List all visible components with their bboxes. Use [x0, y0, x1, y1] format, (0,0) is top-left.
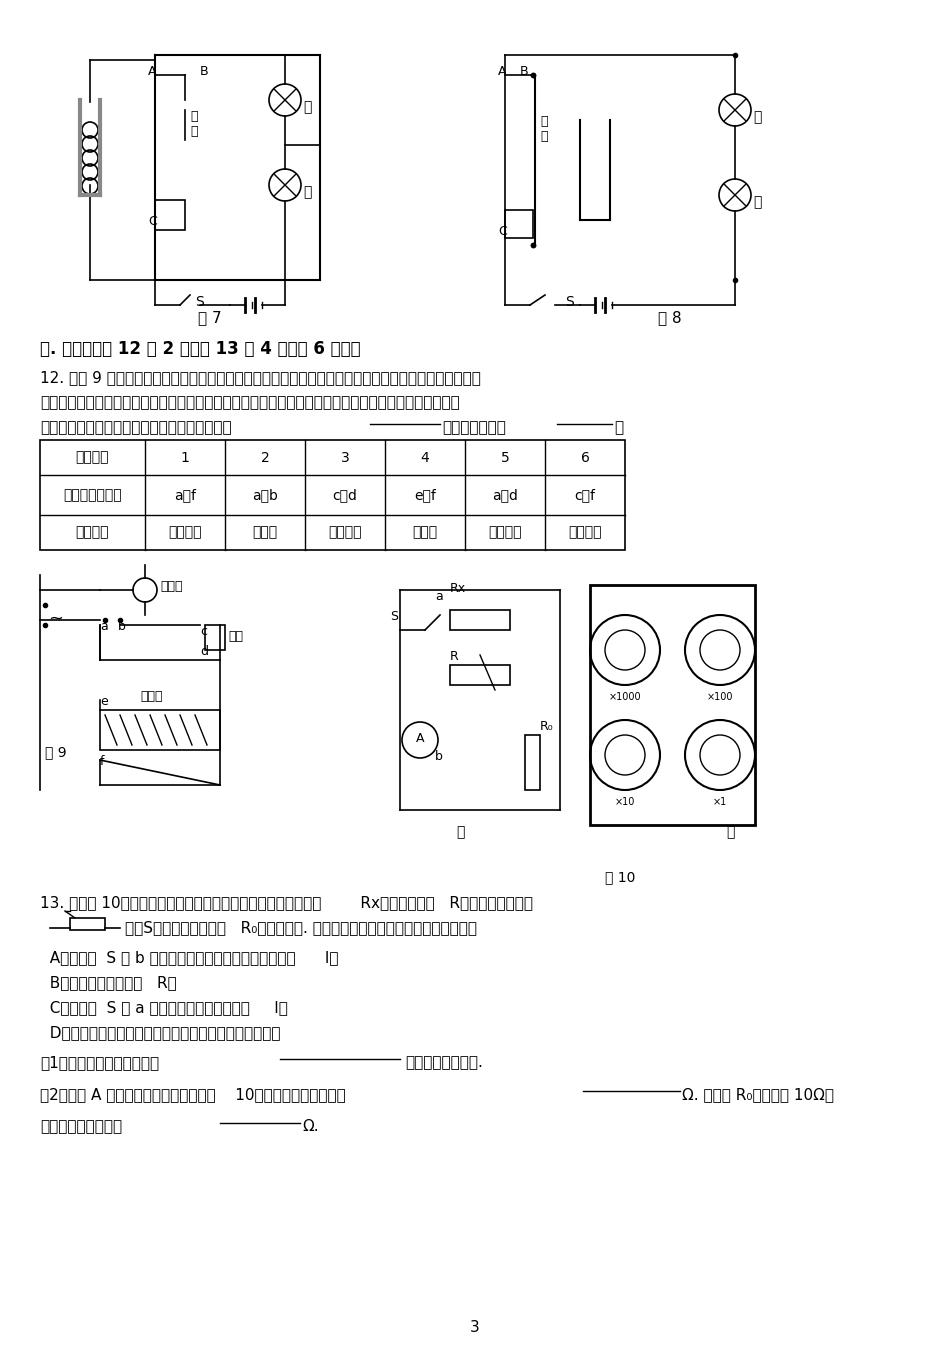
- Text: 亮度较暗: 亮度较暗: [329, 525, 362, 540]
- Text: 开关: 开关: [228, 630, 243, 643]
- Text: ~: ~: [48, 610, 63, 629]
- Text: 图 8: 图 8: [658, 310, 682, 324]
- Text: 。: 。: [614, 420, 623, 435]
- Text: 亮度较暗: 亮度较暗: [488, 525, 522, 540]
- Text: 校验电灯接入点: 校验电灯接入点: [64, 489, 122, 502]
- Text: 13. 用如图 10甲所示的电路可以测量一个未知电阻的阻值，其中        Rx为待测电阻，   R为电阻箱（符号为: 13. 用如图 10甲所示的电路可以测量一个未知电阻的阻值，其中 Rx为待测电阻…: [40, 895, 533, 910]
- Text: 2: 2: [260, 451, 270, 464]
- Text: ），S为单刀双掷开关，   R₀为定值电阻. 某同学用该电路进行实验，主要步骤有：: ），S为单刀双掷开关， R₀为定值电阻. 某同学用该电路进行实验，主要步骤有：: [125, 921, 477, 935]
- Bar: [70, 918, 105, 930]
- Text: 4: 4: [421, 451, 429, 464]
- Text: 一个元件断路，有一个元件短路，但不知道是哪两个元件有故障。今用一个校验电灯分别接在电路各处，: 一个元件断路，有一个元件短路，但不知道是哪两个元件有故障。今用一个校验电灯分别接…: [40, 394, 460, 411]
- Text: c、f: c、f: [575, 489, 596, 502]
- Text: 甲: 甲: [303, 100, 312, 114]
- Text: f: f: [100, 755, 104, 769]
- Text: a、f: a、f: [174, 489, 196, 502]
- Text: Ω. 若已知 R₀的阻值为 10Ω，: Ω. 若已知 R₀的阻值为 10Ω，: [682, 1088, 834, 1102]
- Bar: [450, 665, 510, 685]
- Text: d: d: [200, 645, 208, 658]
- Text: C: C: [148, 215, 157, 227]
- Text: a: a: [100, 621, 107, 633]
- Text: 正常发光: 正常发光: [568, 525, 601, 540]
- Text: 12. 如图 9 所示是一个电热器电路。电热丝、指示灯、开关构成串联电路，接在电源上，已知该电路中有: 12. 如图 9 所示是一个电热器电路。电热丝、指示灯、开关构成串联电路，接在电…: [40, 370, 481, 385]
- Text: （2）步骤 A 中电阻箱调节好后示数如图    10乙所示，则它的示数为: （2）步骤 A 中电阻箱调节好后示数如图 10乙所示，则它的示数为: [40, 1088, 346, 1102]
- Text: c: c: [200, 625, 207, 638]
- Text: 图 9: 图 9: [45, 744, 66, 759]
- Bar: [155, 201, 185, 230]
- Text: b: b: [118, 621, 125, 633]
- Text: R₀: R₀: [540, 720, 554, 734]
- Text: Rx: Rx: [450, 581, 466, 595]
- Text: 得到下表所示的结果。由此可判断断路的元件是: 得到下表所示的结果。由此可判断断路的元件是: [40, 420, 232, 435]
- Text: 校验次数: 校验次数: [76, 451, 109, 464]
- Bar: [525, 735, 540, 790]
- Text: 则待测电阻的阻值为: 则待测电阻的阻值为: [40, 1119, 123, 1133]
- Text: D．根据电路图，连接实物，将电阻箱的阻值调至最大。: D．根据电路图，连接实物，将电阻箱的阻值调至最大。: [40, 1026, 280, 1040]
- Text: 片: 片: [540, 131, 547, 143]
- Text: e: e: [100, 695, 107, 708]
- Text: 正常发光: 正常发光: [168, 525, 201, 540]
- Text: C．把开关  S 接 a 点，读出电流表的示数为     I；: C．把开关 S 接 a 点，读出电流表的示数为 I；: [40, 1000, 288, 1015]
- Text: R: R: [450, 650, 459, 664]
- Text: 不发光: 不发光: [412, 525, 438, 540]
- Text: ×100: ×100: [707, 692, 733, 703]
- Text: A: A: [416, 731, 425, 744]
- Bar: [590, 586, 755, 825]
- Text: 3: 3: [470, 1320, 480, 1335]
- Bar: [40, 440, 625, 551]
- Text: 指示灯: 指示灯: [160, 580, 182, 594]
- Text: A．把开关  S 接 b 点，调节电阻箱，使电流表的示数为      I；: A．把开关 S 接 b 点，调节电阻箱，使电流表的示数为 I；: [40, 950, 338, 965]
- Text: B: B: [520, 65, 528, 78]
- Bar: [205, 625, 225, 650]
- Text: b: b: [435, 750, 443, 763]
- Text: S: S: [196, 295, 204, 310]
- Text: A: A: [498, 65, 506, 78]
- Text: a、b: a、b: [252, 489, 278, 502]
- Text: 四. 实验题（第 12 题 2 分，第 13 题 4 分，共 6 分。）: 四. 实验题（第 12 题 2 分，第 13 题 4 分，共 6 分。）: [40, 341, 361, 358]
- Text: S: S: [565, 295, 575, 310]
- Text: c、d: c、d: [332, 489, 357, 502]
- Text: 片: 片: [190, 125, 198, 139]
- Bar: [100, 709, 220, 750]
- Text: 甲: 甲: [456, 825, 465, 839]
- Text: ×1000: ×1000: [609, 692, 641, 703]
- Text: 乙: 乙: [726, 825, 734, 839]
- Bar: [505, 210, 533, 238]
- Text: 乙: 乙: [753, 195, 761, 209]
- Text: 图 7: 图 7: [199, 310, 221, 324]
- Text: 发光情况: 发光情况: [76, 525, 109, 540]
- Text: B．读出电阻箱的示数   R；: B．读出电阻箱的示数 R；: [40, 975, 177, 991]
- Text: B: B: [200, 65, 209, 78]
- Text: e、f: e、f: [414, 489, 436, 502]
- Text: C: C: [498, 225, 506, 238]
- Text: a: a: [435, 590, 443, 603]
- Text: 不发光: 不发光: [253, 525, 277, 540]
- Text: ，短路的元件是: ，短路的元件是: [442, 420, 505, 435]
- Text: （1）上述步骤的合理顺序是: （1）上述步骤的合理顺序是: [40, 1055, 160, 1070]
- Text: 铁: 铁: [540, 114, 547, 128]
- Text: 5: 5: [501, 451, 509, 464]
- Text: Ω.: Ω.: [302, 1119, 318, 1133]
- Text: ×1: ×1: [712, 797, 727, 808]
- Text: 1: 1: [180, 451, 189, 464]
- Bar: [450, 610, 510, 630]
- Text: S: S: [390, 610, 398, 623]
- Text: 电热丝: 电热丝: [140, 690, 162, 703]
- Text: ×10: ×10: [615, 797, 636, 808]
- Text: 6: 6: [580, 451, 589, 464]
- Text: 乙: 乙: [303, 184, 312, 199]
- Text: A: A: [148, 65, 157, 78]
- Text: a、d: a、d: [492, 489, 518, 502]
- Text: （只需填写序号）.: （只需填写序号）.: [405, 1055, 483, 1070]
- Text: 图 10: 图 10: [605, 870, 636, 884]
- Text: 3: 3: [341, 451, 350, 464]
- Text: 铁: 铁: [190, 110, 198, 122]
- Text: 甲: 甲: [753, 110, 761, 124]
